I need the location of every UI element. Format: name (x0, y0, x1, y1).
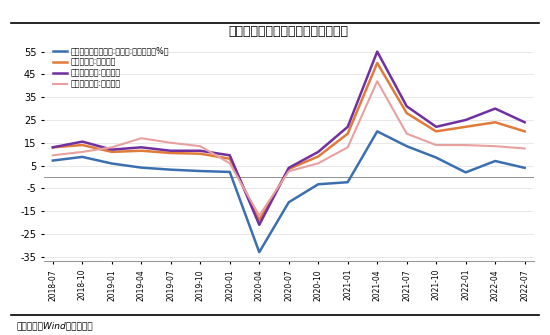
高技术制造业:累计同比 (344, 125, 351, 129)
高技术产业:累计同比 (492, 120, 498, 124)
固定资产投资完成额:制造业:累计同比（%） (138, 165, 145, 170)
固定资产投资完成额:制造业:累计同比（%） (403, 144, 410, 148)
高技术产业:累计同比 (285, 167, 292, 171)
Legend: 固定资产投资完成额:制造业:累计同比（%）, 高技术产业:累计同比, 高技术制造业:累计同比, 高技术服务业:累计同比: 固定资产投资完成额:制造业:累计同比（%）, 高技术产业:累计同比, 高技术制造… (53, 47, 169, 88)
高技术产业:累计同比 (256, 218, 262, 222)
高技术产业:累计同比 (79, 143, 86, 147)
高技术产业:累计同比 (521, 129, 528, 133)
高技术产业:累计同比 (197, 152, 204, 156)
高技术服务业:累计同比 (463, 143, 469, 147)
高技术服务业:累计同比 (79, 150, 86, 154)
高技术制造业:累计同比 (50, 145, 56, 149)
Line: 固定资产投资完成额:制造业:累计同比（%）: 固定资产投资完成额:制造业:累计同比（%） (53, 131, 525, 252)
固定资产投资完成额:制造业:累计同比（%） (492, 159, 498, 163)
高技术服务业:累计同比 (168, 141, 174, 145)
高技术服务业:累计同比 (138, 136, 145, 140)
高技术产业:累计同比 (315, 154, 322, 158)
高技术产业:累计同比 (374, 61, 381, 65)
高技术产业:累计同比 (108, 150, 115, 154)
高技术制造业:累计同比 (433, 125, 439, 129)
Line: 高技术服务业:累计同比: 高技术服务业:累计同比 (53, 81, 525, 216)
高技术制造业:累计同比 (138, 145, 145, 149)
固定资产投资完成额:制造业:累计同比（%） (344, 180, 351, 184)
Line: 高技术制造业:累计同比: 高技术制造业:累计同比 (53, 52, 525, 225)
高技术服务业:累计同比 (285, 169, 292, 173)
高技术产业:累计同比 (463, 125, 469, 129)
Title: 图表：高技术产业投资快于全部投资: 图表：高技术产业投资快于全部投资 (229, 25, 349, 38)
高技术制造业:累计同比 (463, 118, 469, 122)
高技术制造业:累计同比 (403, 104, 410, 108)
高技术服务业:累计同比 (344, 145, 351, 149)
固定资产投资完成额:制造业:累计同比（%） (197, 169, 204, 173)
固定资产投资完成额:制造业:累计同比（%） (433, 155, 439, 159)
高技术产业:累计同比 (433, 129, 439, 133)
固定资产投资完成额:制造业:累计同比（%） (227, 170, 233, 174)
固定资产投资完成额:制造业:累计同比（%） (521, 166, 528, 170)
高技术制造业:累计同比 (492, 107, 498, 111)
固定资产投资完成额:制造业:累计同比（%） (256, 250, 262, 254)
高技术服务业:累计同比 (433, 143, 439, 147)
高技术服务业:累计同比 (227, 161, 233, 165)
高技术制造业:累计同比 (285, 166, 292, 170)
高技术制造业:累计同比 (197, 149, 204, 153)
高技术制造业:累计同比 (168, 149, 174, 153)
固定资产投资完成额:制造业:累计同比（%） (374, 129, 381, 133)
Text: 资料来源：Wind，泽平宏观: 资料来源：Wind，泽平宏观 (16, 322, 93, 331)
高技术制造业:累计同比 (256, 223, 262, 227)
高技术制造业:累计同比 (79, 140, 86, 144)
高技术服务业:累计同比 (315, 161, 322, 165)
高技术服务业:累计同比 (108, 145, 115, 149)
固定资产投资完成额:制造业:累计同比（%） (285, 200, 292, 204)
高技术服务业:累计同比 (403, 132, 410, 136)
高技术制造业:累计同比 (521, 120, 528, 124)
高技术服务业:累计同比 (492, 144, 498, 148)
高技术产业:累计同比 (344, 132, 351, 136)
高技术服务业:累计同比 (197, 144, 204, 148)
高技术产业:累计同比 (168, 151, 174, 155)
高技术制造业:累计同比 (108, 148, 115, 152)
高技术服务业:累计同比 (374, 79, 381, 83)
固定资产投资完成额:制造业:累计同比（%） (463, 171, 469, 175)
固定资产投资完成额:制造业:累计同比（%） (50, 158, 56, 162)
高技术产业:累计同比 (50, 145, 56, 149)
高技术服务业:累计同比 (521, 146, 528, 150)
固定资产投资完成额:制造业:累计同比（%） (79, 155, 86, 159)
高技术服务业:累计同比 (256, 214, 262, 218)
固定资产投资完成额:制造业:累计同比（%） (108, 161, 115, 165)
高技术产业:累计同比 (227, 157, 233, 161)
高技术服务业:累计同比 (50, 153, 56, 157)
Line: 高技术产业:累计同比: 高技术产业:累计同比 (53, 63, 525, 220)
固定资产投资完成额:制造业:累计同比（%） (168, 168, 174, 172)
高技术产业:累计同比 (403, 111, 410, 115)
高技术制造业:累计同比 (315, 150, 322, 154)
固定资产投资完成额:制造业:累计同比（%） (315, 182, 322, 186)
高技术产业:累计同比 (138, 149, 145, 153)
高技术制造业:累计同比 (227, 153, 233, 157)
高技术制造业:累计同比 (374, 50, 381, 54)
